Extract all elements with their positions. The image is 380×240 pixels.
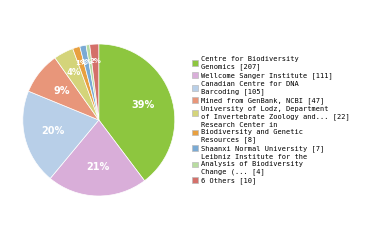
Wedge shape — [80, 45, 99, 120]
Text: 21%: 21% — [86, 162, 109, 172]
Text: 20%: 20% — [41, 126, 65, 136]
Wedge shape — [55, 49, 99, 120]
Legend: Centre for Biodiversity
Genomics [207], Wellcome Sanger Institute [111], Canadia: Centre for Biodiversity Genomics [207], … — [192, 56, 350, 184]
Text: 4%: 4% — [67, 68, 81, 77]
Wedge shape — [50, 120, 144, 196]
Wedge shape — [90, 44, 99, 120]
Wedge shape — [73, 46, 99, 120]
Wedge shape — [86, 45, 99, 120]
Text: 2%: 2% — [89, 58, 101, 64]
Wedge shape — [28, 58, 99, 120]
Text: 1%: 1% — [81, 59, 92, 65]
Wedge shape — [23, 91, 99, 179]
Wedge shape — [99, 44, 175, 181]
Text: 1%: 1% — [75, 60, 87, 66]
Text: 9%: 9% — [54, 86, 70, 96]
Text: 39%: 39% — [132, 100, 155, 110]
